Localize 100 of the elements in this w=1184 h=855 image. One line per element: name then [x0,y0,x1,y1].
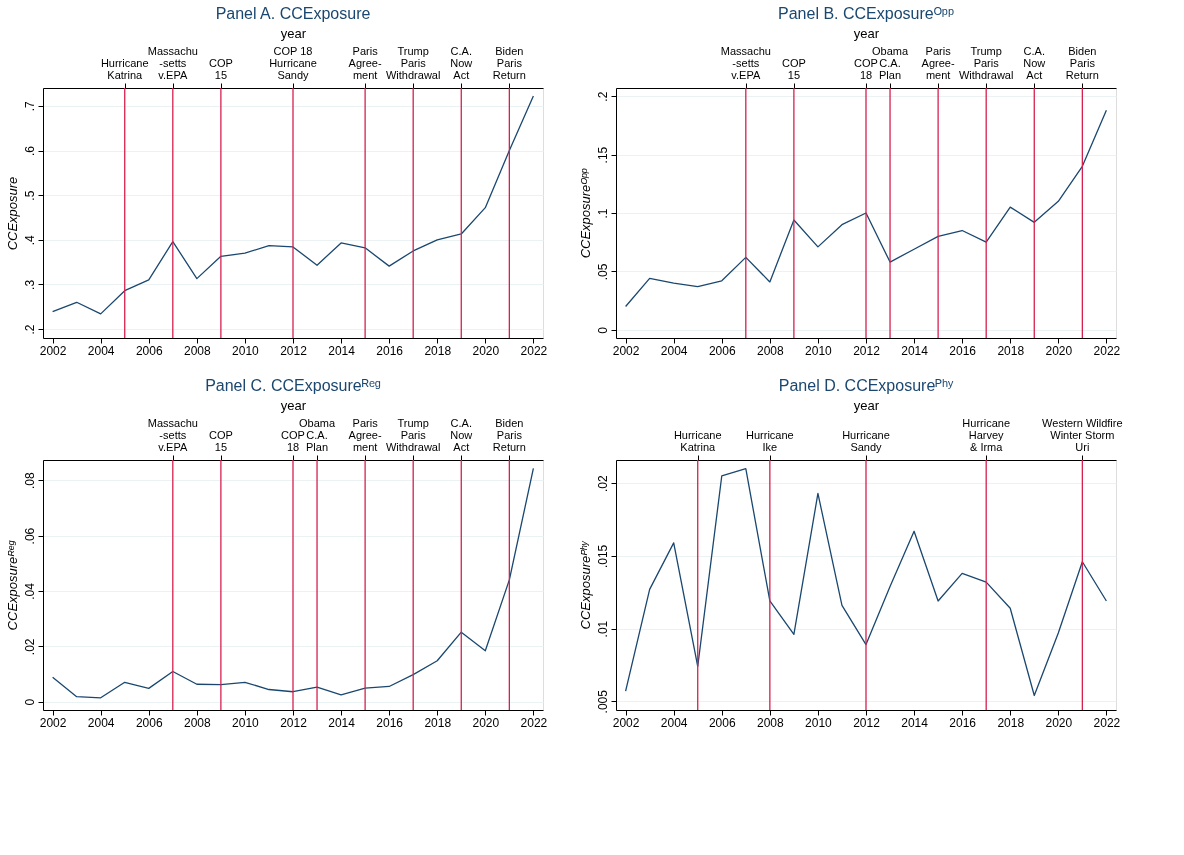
chart-title: Panel A. CCExposure [215,4,371,22]
x2-axis-title: year [280,398,307,413]
x-tick-label: 2014 [901,715,929,730]
x-tick-label: 2004 [87,715,115,730]
x-tick-label: 2016 [376,715,404,730]
y-tick-label: .7 [22,101,37,112]
y-tick-label: .005 [595,689,610,714]
ref-line-label: Biden Paris Return [492,45,526,81]
x-tick-label: 2018 [997,343,1025,358]
ref-line-label: COP 18 [854,57,878,81]
x-tick-label: 2016 [949,343,977,358]
ref-line-label: COP 15 [208,429,233,453]
x-tick-label: 2010 [232,715,260,730]
x-tick-label: 2006 [135,715,163,730]
y-tick-label: .05 [595,263,610,281]
y-tick-label: 0 [22,698,37,706]
x-tick-label: 2004 [87,343,115,358]
line-series [51,467,535,699]
ref-line-label: Trump Paris Withdrawal [385,45,441,81]
line-series [51,95,535,315]
x-tick-label: 2022 [1093,343,1121,358]
y-tick-label: .3 [22,279,37,290]
y-axis-title: CCExposureᴾʰʸ [577,540,593,630]
x-tick-label: 2020 [472,343,500,358]
x-tick-label: 2006 [708,343,736,358]
ref-line-label: COP 15 [781,57,806,81]
ref-line-label: C.A. Now Act [450,45,473,81]
x-tick-label: 2008 [756,343,785,358]
y-tick-label: .2 [595,91,610,102]
ref-line-label: Hurricane Sandy [842,429,890,453]
x-tick-label: 2002 [39,715,67,730]
x-tick-label: 2010 [805,715,833,730]
ref-line-label: Hurricane Katrina [100,57,149,81]
x-tick-label: 2008 [756,715,785,730]
x-tick-label: 2022 [1093,715,1121,730]
y-axis-title: CCExposure [4,176,20,251]
y-tick-label: .06 [22,527,37,545]
x-tick-label: 2008 [183,343,212,358]
x-tick-label: 2014 [328,343,356,358]
x-tick-label: 2012 [853,715,881,730]
y-tick-label: 0 [595,326,610,334]
x-tick-label: 2002 [39,343,67,358]
ref-line-label: Biden Paris Return [1065,45,1099,81]
y-tick-label: .01 [595,620,610,638]
ref-line-label: Hurricane Katrina [673,429,722,453]
chart-title: Panel C. CCExposureᴿᵉᵍ [205,376,381,394]
y-tick-label: .5 [22,190,37,201]
ref-line-label: Trump Paris Withdrawal [958,45,1014,81]
x-tick-label: 2014 [901,343,929,358]
y-tick-label: .2 [22,324,37,335]
x-tick-label: 2020 [1045,715,1073,730]
ref-line-label: Paris Agree- ment [921,45,955,81]
y-tick-label: .04 [22,582,37,600]
x-tick-label: 2010 [805,343,833,358]
x-tick-label: 2004 [660,715,688,730]
ref-line-label: Massachu -setts v.EPA [720,45,771,81]
x-tick-label: 2022 [520,343,548,358]
x-tick-label: 2016 [949,715,977,730]
x-tick-label: 2016 [376,343,404,358]
y-tick-label: .15 [595,146,610,164]
ref-line-label: Paris Agree- ment [348,45,382,81]
chart-title: Panel D. CCExposureᴾʰʸ [778,376,955,394]
y-tick-label: .02 [22,638,37,656]
x-tick-label: 2022 [520,715,548,730]
ref-line-label: C.A. Now Act [1023,45,1046,81]
ref-line-label: Hurricane Ike [746,429,794,453]
y-tick-label: .02 [595,475,610,493]
chart-title: Panel B. CCExposureᴼᵖᵖ [778,4,954,22]
x-tick-label: 2012 [280,343,308,358]
x-tick-label: 2004 [660,343,688,358]
y-axis-title: CCExposureᴼᵖᵖ [577,168,593,259]
y-tick-label: .1 [595,208,610,219]
x-tick-label: 2002 [612,343,640,358]
ref-line-label: Hurricane Harvey & Irma [962,417,1011,453]
x-tick-label: 2006 [135,343,163,358]
x2-axis-title: year [280,26,307,41]
x-tick-label: 2012 [853,343,881,358]
x-tick-label: 2020 [1045,343,1073,358]
x-tick-label: 2012 [280,715,308,730]
x2-axis-title: year [853,398,880,413]
x-tick-label: 2006 [708,715,736,730]
x-tick-label: 2018 [424,715,452,730]
y-tick-label: .08 [22,472,37,490]
line-series [624,109,1108,308]
ref-line-label: Western Wildfire Winter Storm Uri [1042,417,1123,453]
x2-axis-title: year [853,26,880,41]
ref-line-label: Trump Paris Withdrawal [385,417,441,453]
x-tick-label: 2008 [183,715,212,730]
y-tick-label: .4 [22,234,37,246]
x-tick-label: 2014 [328,715,356,730]
x-tick-label: 2020 [472,715,500,730]
x-tick-label: 2018 [424,343,452,358]
ref-line-label: Massachu -setts v.EPA [147,45,198,81]
y-tick-label: .015 [595,544,610,569]
ref-line-label: COP 18 Hurricane Sandy [269,45,317,81]
ref-line-label: COP 18 [281,429,305,453]
y-axis-title: CCExposureᴿᵉᵍ [4,539,20,631]
ref-line-label: Paris Agree- ment [348,417,382,453]
ref-line-label: Biden Paris Return [492,417,526,453]
line-series [624,468,1108,697]
